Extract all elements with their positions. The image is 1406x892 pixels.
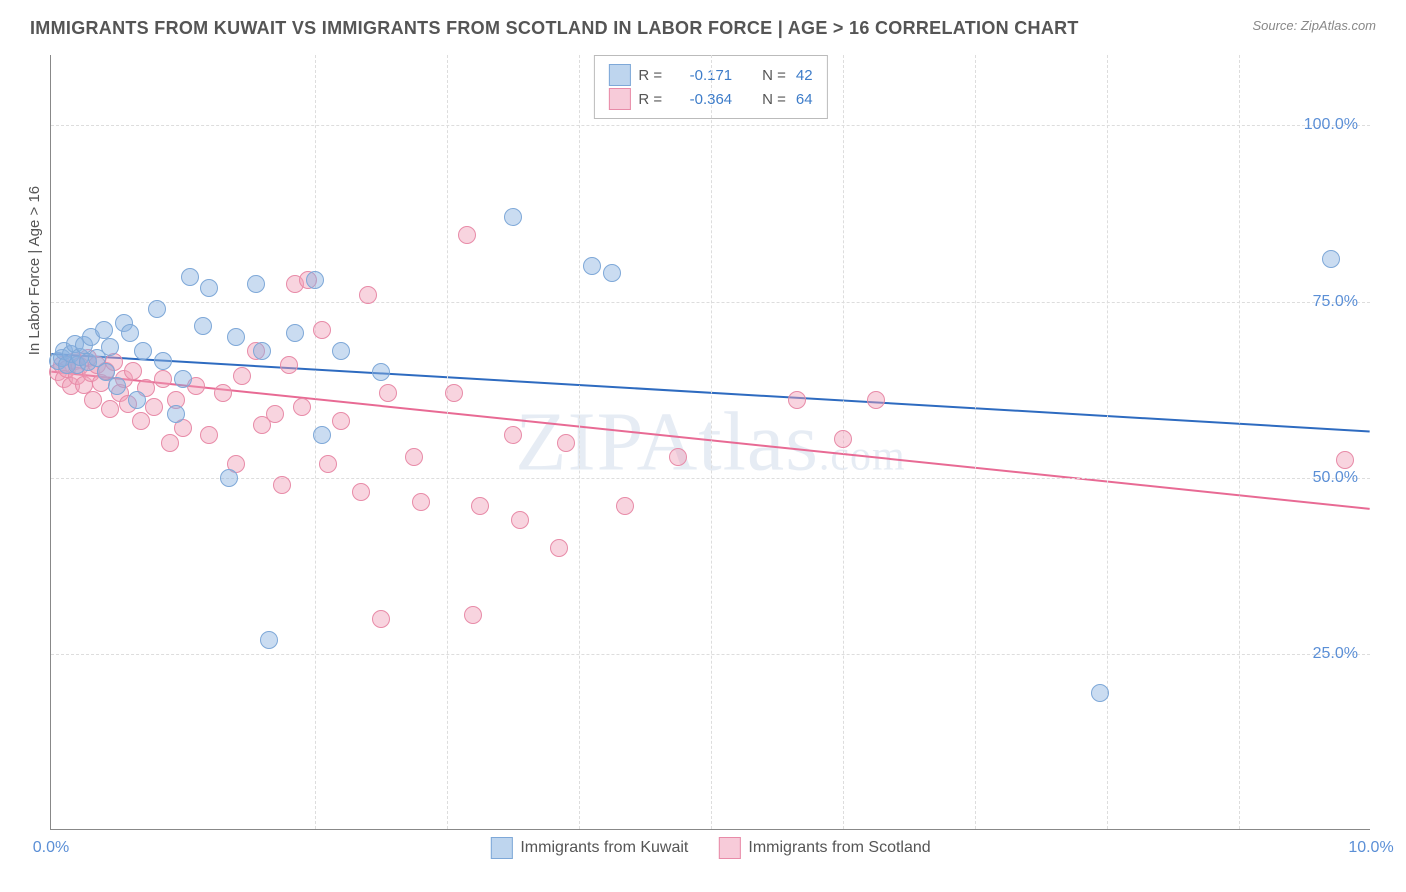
data-point [313, 426, 331, 444]
legend-label: Immigrants from Scotland [748, 839, 930, 857]
data-point [616, 497, 634, 515]
data-point [788, 391, 806, 409]
data-point [286, 324, 304, 342]
gridline-v [579, 55, 580, 829]
r-value: -0.171 [672, 67, 732, 84]
data-point [306, 271, 324, 289]
data-point [154, 352, 172, 370]
data-point [253, 342, 271, 360]
gridline-v [975, 55, 976, 829]
data-point [181, 268, 199, 286]
r-label: R = [638, 91, 662, 108]
data-point [669, 448, 687, 466]
data-point [134, 342, 152, 360]
data-point [332, 342, 350, 360]
data-point [101, 400, 119, 418]
data-point [352, 483, 370, 501]
data-point [194, 317, 212, 335]
data-point [372, 363, 390, 381]
data-point [148, 300, 166, 318]
data-point [266, 405, 284, 423]
x-tick-label: 0.0% [33, 839, 69, 857]
legend-label: Immigrants from Kuwait [520, 839, 688, 857]
data-point [227, 328, 245, 346]
y-tick-label: 100.0% [1304, 116, 1358, 134]
data-point [464, 606, 482, 624]
data-point [319, 455, 337, 473]
data-point [445, 384, 463, 402]
data-point [200, 279, 218, 297]
data-point [359, 286, 377, 304]
data-point [273, 476, 291, 494]
y-tick-label: 25.0% [1313, 645, 1358, 663]
data-point [247, 275, 265, 293]
data-point [260, 631, 278, 649]
data-point [504, 208, 522, 226]
data-point [84, 391, 102, 409]
n-value: 42 [796, 67, 813, 84]
legend-item-kuwait: Immigrants from Kuwait [490, 837, 688, 859]
gridline-v [1107, 55, 1108, 829]
source-label: Source: ZipAtlas.com [1252, 18, 1376, 33]
series-legend: Immigrants from Kuwait Immigrants from S… [490, 837, 930, 859]
data-point [557, 434, 575, 452]
data-point [834, 430, 852, 448]
data-point [128, 391, 146, 409]
data-point [132, 412, 150, 430]
n-label: N = [762, 67, 786, 84]
gridline-v [711, 55, 712, 829]
gridline-v [447, 55, 448, 829]
legend-swatch [608, 88, 630, 110]
data-point [1336, 451, 1354, 469]
data-point [372, 610, 390, 628]
r-label: R = [638, 67, 662, 84]
data-point [121, 324, 139, 342]
data-point [867, 391, 885, 409]
chart-plot-area: ZIPAtlas.com R =-0.171N =42R =-0.364N =6… [50, 55, 1370, 830]
data-point [214, 384, 232, 402]
r-value: -0.364 [672, 91, 732, 108]
data-point [280, 356, 298, 374]
data-point [101, 338, 119, 356]
legend-item-scotland: Immigrants from Scotland [718, 837, 930, 859]
data-point [412, 493, 430, 511]
legend-swatch [608, 64, 630, 86]
y-axis-label: In Labor Force | Age > 16 [26, 186, 43, 355]
data-point [458, 226, 476, 244]
legend-swatch-pink [718, 837, 740, 859]
data-point [1322, 250, 1340, 268]
n-label: N = [762, 91, 786, 108]
data-point [161, 434, 179, 452]
data-point [511, 511, 529, 529]
data-point [95, 321, 113, 339]
n-value: 64 [796, 91, 813, 108]
data-point [220, 469, 238, 487]
data-point [145, 398, 163, 416]
data-point [583, 257, 601, 275]
data-point [1091, 684, 1109, 702]
data-point [313, 321, 331, 339]
data-point [293, 398, 311, 416]
y-tick-label: 75.0% [1313, 293, 1358, 311]
y-tick-label: 50.0% [1313, 469, 1358, 487]
data-point [124, 362, 142, 380]
data-point [167, 405, 185, 423]
data-point [379, 384, 397, 402]
data-point [405, 448, 423, 466]
data-point [332, 412, 350, 430]
chart-title: IMMIGRANTS FROM KUWAIT VS IMMIGRANTS FRO… [30, 18, 1079, 39]
data-point [154, 370, 172, 388]
data-point [550, 539, 568, 557]
x-tick-label: 10.0% [1348, 839, 1393, 857]
data-point [504, 426, 522, 444]
data-point [108, 377, 126, 395]
data-point [603, 264, 621, 282]
data-point [174, 370, 192, 388]
data-point [200, 426, 218, 444]
gridline-v [1239, 55, 1240, 829]
data-point [233, 367, 251, 385]
data-point [471, 497, 489, 515]
legend-swatch-blue [490, 837, 512, 859]
